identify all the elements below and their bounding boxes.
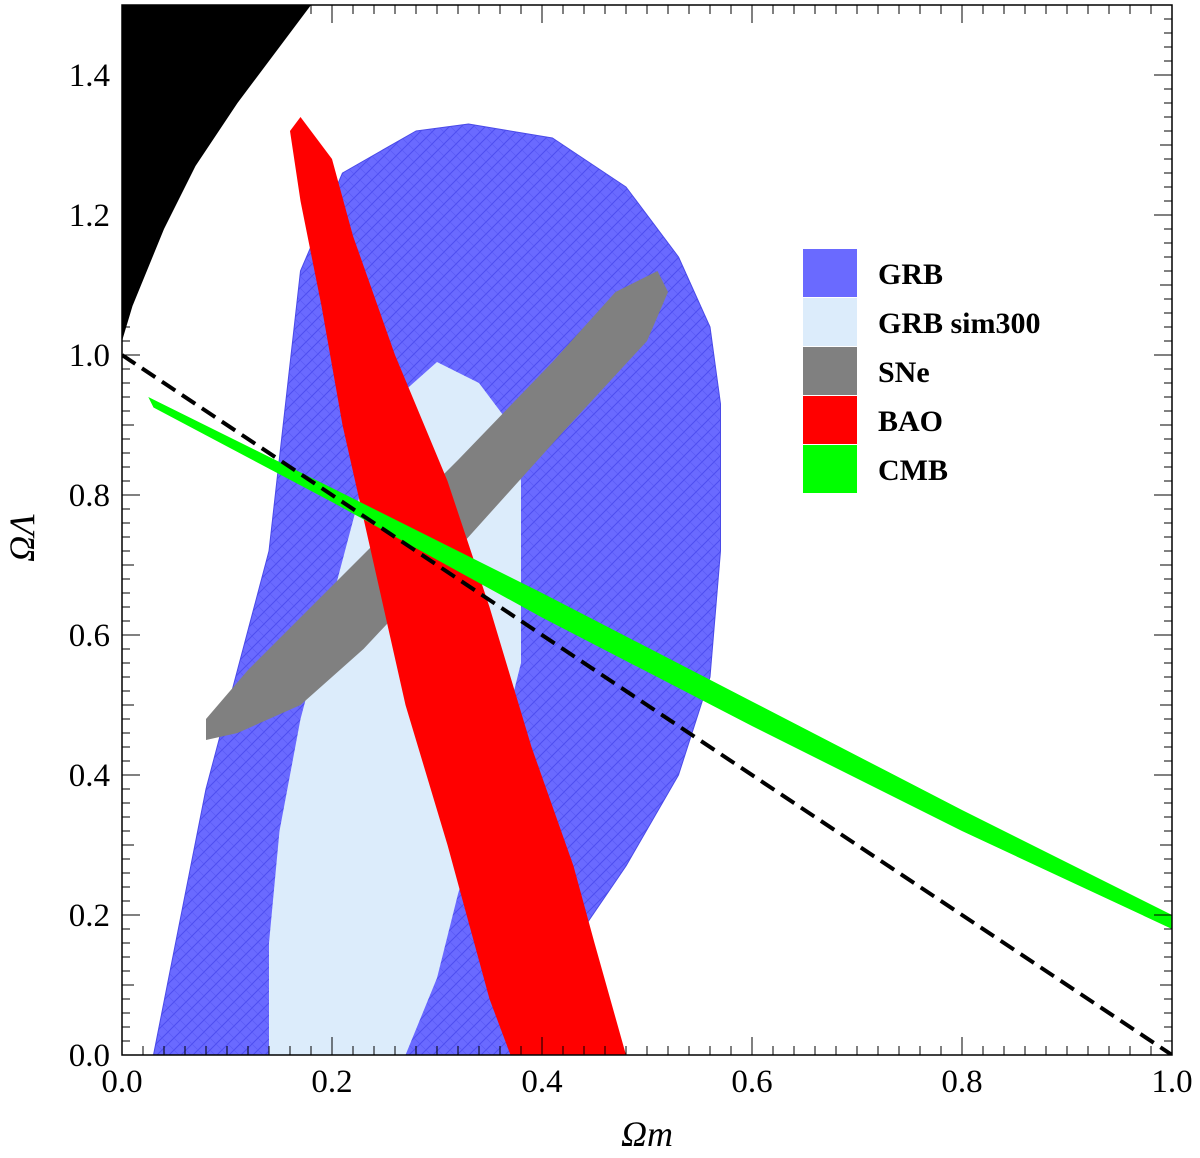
line-flat-universe — [122, 353, 1172, 1055]
x-axis-label: Ωm — [621, 1114, 673, 1154]
legend-swatch-sne — [803, 347, 857, 395]
x-tick-label: 0.4 — [521, 1064, 562, 1100]
x-tick-label: 0.8 — [941, 1064, 982, 1100]
legend: GRB GRB sim300 SNe BAO CMB — [803, 249, 1041, 493]
y-tick-label: 0.8 — [69, 478, 110, 514]
y-tick-label: 1.2 — [69, 198, 110, 234]
reference-lines — [122, 353, 1172, 1055]
region-bao — [290, 117, 626, 1055]
y-tick-labels: 0.0 0.2 0.4 0.6 0.8 1.0 1.2 1.4 — [69, 58, 110, 1074]
y-tick-label: 1.0 — [69, 338, 110, 374]
legend-label-bao: BAO — [878, 405, 943, 438]
y-tick-label: 0.6 — [69, 618, 110, 654]
legend-label-grb: GRB — [878, 258, 943, 291]
legend-label-sne: SNe — [878, 356, 930, 389]
contour-regions — [122, 5, 1172, 1055]
legend-swatch-grb — [803, 249, 857, 297]
x-tick-label: 0.0 — [101, 1064, 142, 1100]
legend-label-grb-sim300: GRB sim300 — [878, 307, 1041, 340]
axis-ticks — [121, 4, 1173, 1056]
x-tick-label: 1.0 — [1151, 1064, 1192, 1100]
legend-swatch-cmb — [803, 445, 857, 493]
x-tick-label: 0.2 — [311, 1064, 352, 1100]
x-tick-label: 0.6 — [731, 1064, 772, 1100]
y-tick-label: 0.2 — [69, 898, 110, 934]
legend-swatch-bao — [803, 396, 857, 444]
y-tick-label: 0.4 — [69, 758, 110, 794]
x-tick-labels: 0.0 0.2 0.4 0.6 0.8 1.0 — [101, 1064, 1192, 1100]
y-axis-label: ΩΛ — [2, 514, 42, 562]
y-tick-label: 0.0 — [69, 1038, 110, 1074]
region-no-big-bang — [122, 5, 311, 341]
region-cmb — [148, 397, 1172, 929]
legend-label-cmb: CMB — [878, 454, 948, 487]
legend-swatch-grb-sim300 — [803, 298, 857, 346]
y-tick-label: 1.4 — [69, 58, 110, 94]
